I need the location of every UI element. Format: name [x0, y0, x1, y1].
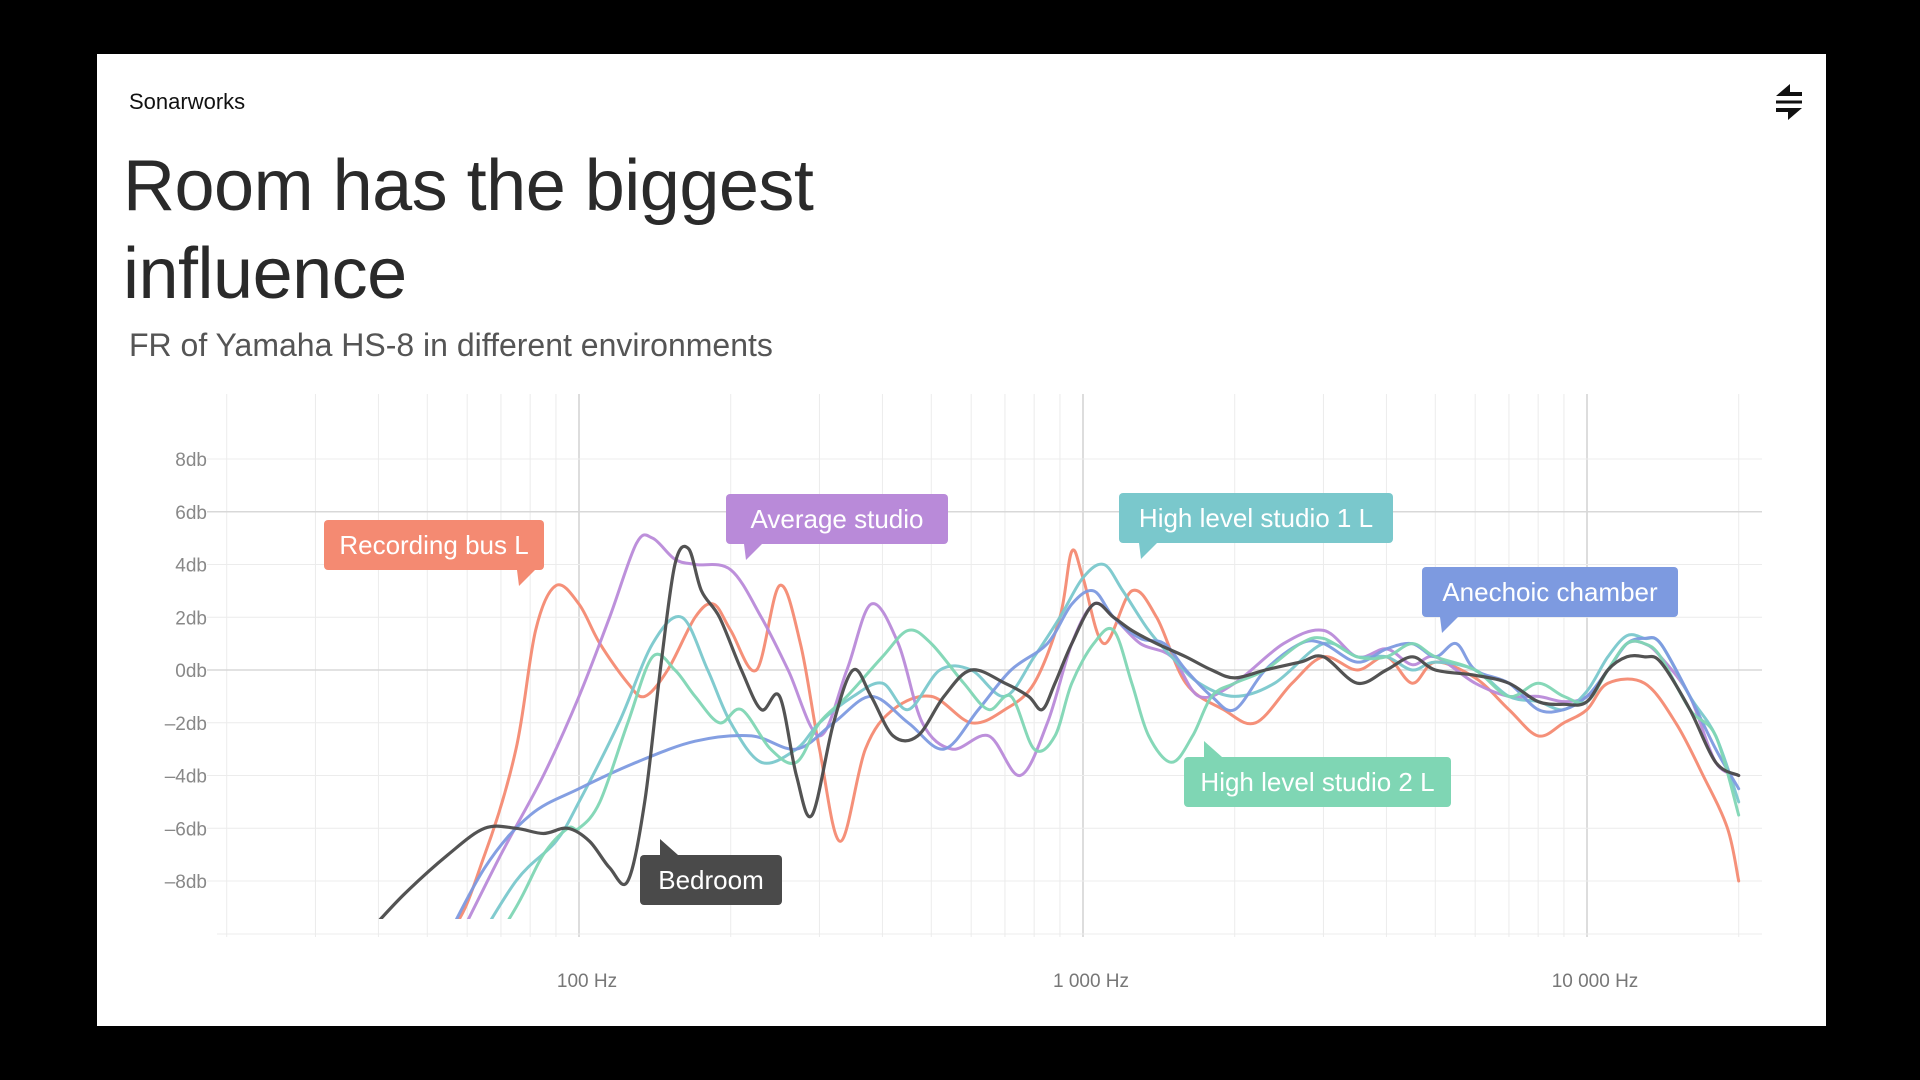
- y-tick-label: –8db: [165, 872, 207, 893]
- callout-bedroom: Bedroom: [640, 839, 782, 905]
- callout-pointer: [1204, 741, 1222, 757]
- series-line-high-level-studio-2-l: [507, 626, 1741, 919]
- callout-box: [640, 855, 782, 905]
- callout-label: Recording bus L: [339, 530, 528, 560]
- brand-name: Sonarworks: [129, 89, 246, 114]
- callout-pointer: [517, 570, 535, 586]
- callout-pointer: [1440, 617, 1458, 633]
- callout-box: [1422, 567, 1678, 617]
- callout-box: [1119, 493, 1393, 543]
- y-tick-label: 8db: [175, 450, 207, 471]
- x-tick-label: 1 000 Hz: [1053, 971, 1129, 992]
- y-tick-label: –6db: [165, 819, 207, 840]
- callout-label: Bedroom: [658, 865, 764, 895]
- y-tick-label: 4db: [175, 556, 207, 577]
- grid-minor-lines: [226, 394, 1740, 937]
- y-tick-label: 2db: [175, 608, 207, 629]
- callout-box: [1184, 757, 1451, 807]
- y-tick-label: –4db: [165, 767, 207, 788]
- callout-pointer: [744, 544, 762, 560]
- callout-anechoic-chamber: Anechoic chamber: [1422, 567, 1678, 633]
- callout-box: [726, 494, 948, 544]
- callout-pointer: [660, 839, 678, 855]
- callout-high-level-studio-2-l: High level studio 2 L: [1184, 741, 1451, 807]
- sonarworks-logo-icon: [1776, 84, 1802, 120]
- callout-recording-bus-l: Recording bus L: [324, 520, 544, 586]
- grid-major-lines: [207, 394, 1762, 937]
- y-tick-label: 0db: [175, 661, 207, 682]
- callout-average-studio: Average studio: [726, 494, 948, 560]
- series-line-bedroom: [378, 544, 1741, 919]
- series-lines: [378, 533, 1741, 919]
- y-axis-ticks: 8db 6db 4db 2db 0db –2db –4db –6db –8db: [165, 450, 207, 893]
- legend-callouts: Recording bus L Average studio High level …: [324, 493, 1678, 905]
- series-line-anechoic-chamber: [454, 588, 1741, 919]
- series-line-recording-bus-l: [457, 548, 1741, 919]
- y-tick-label: –2db: [165, 714, 207, 735]
- y-tick-label: 6db: [175, 503, 207, 524]
- callout-box: [324, 520, 544, 570]
- callout-high-level-studio-1-l: High level studio 1 L: [1119, 493, 1393, 559]
- slide: Sonarworks Room has the biggest influenc…: [97, 54, 1826, 1026]
- slide-title: Room has the biggest influence: [123, 146, 814, 314]
- callout-pointer: [1139, 543, 1157, 559]
- callout-label: Anechoic chamber: [1442, 577, 1658, 607]
- slide-subtitle: FR of Yamaha HS-8 in different environme…: [129, 327, 773, 363]
- x-axis-ticks: 100 Hz 1 000 Hz 10 000 Hz: [557, 971, 1638, 992]
- x-tick-label: 10 000 Hz: [1552, 971, 1639, 992]
- x-tick-label: 100 Hz: [557, 971, 617, 992]
- frequency-response-chart: 8db 6db 4db 2db 0db –2db –4db –6db –8db 100 Hz 1 …: [165, 394, 1762, 992]
- callout-label: High level studio 1 L: [1139, 503, 1373, 533]
- callout-label: High level studio 2 L: [1200, 767, 1434, 797]
- callout-label: Average studio: [751, 504, 924, 534]
- series-line-high-level-studio-1-l: [489, 562, 1741, 919]
